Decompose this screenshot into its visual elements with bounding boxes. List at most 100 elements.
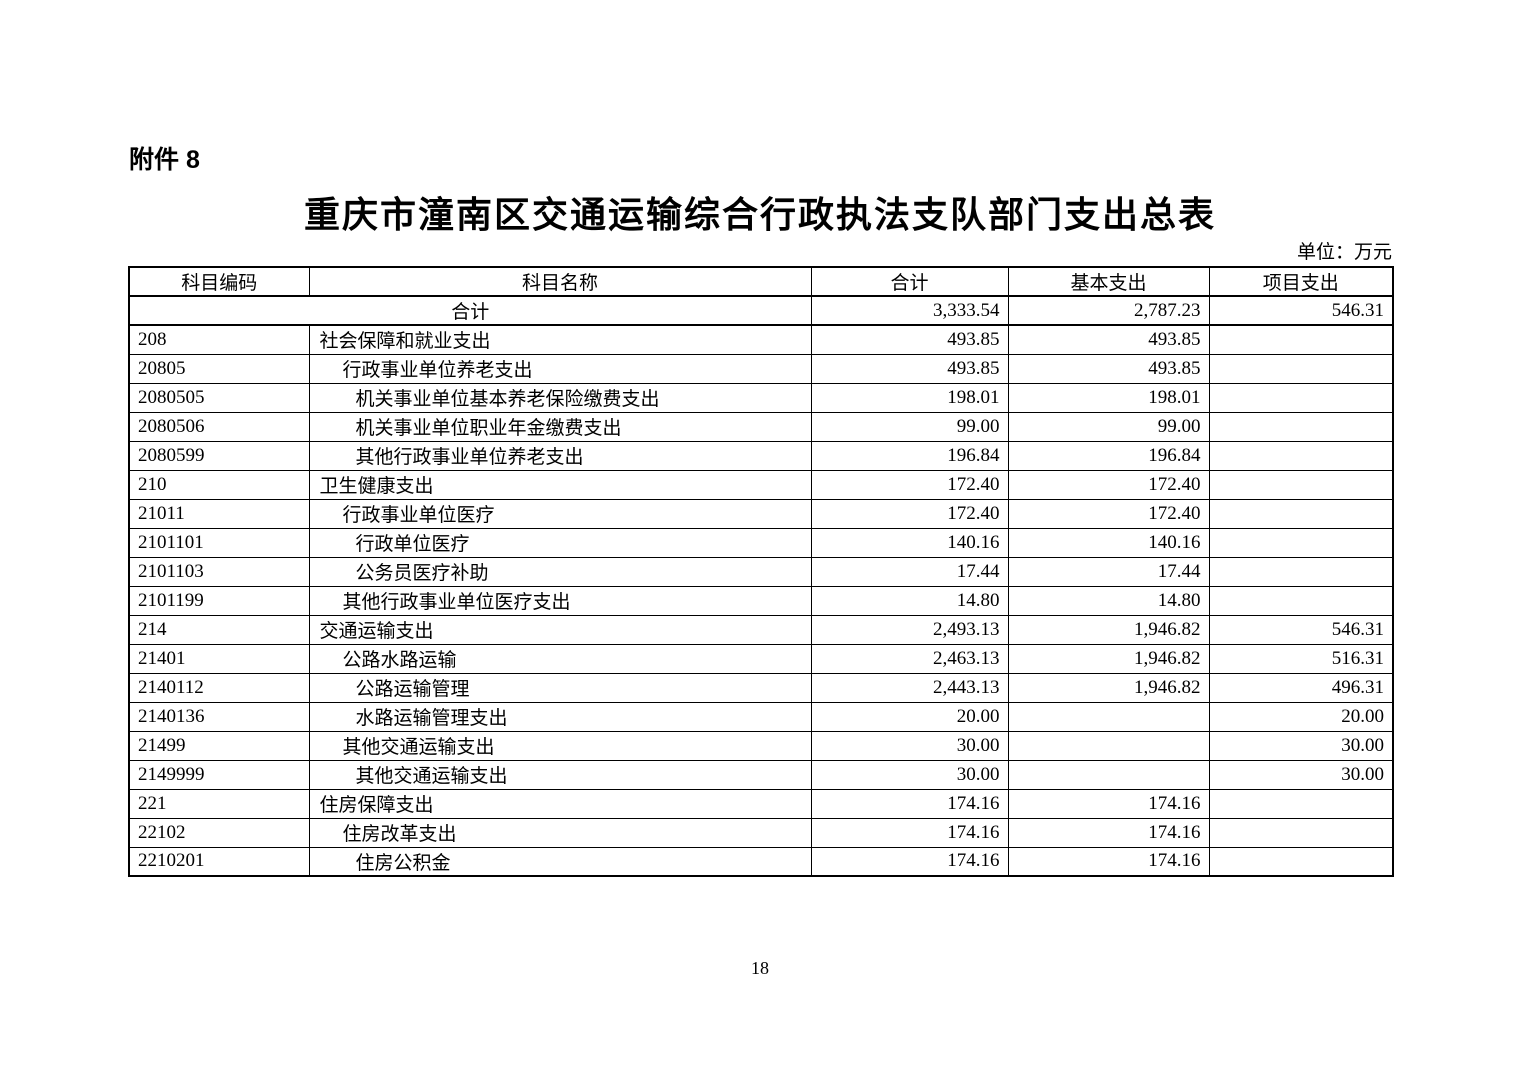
table-row: 2080599 其他行政事业单位养老支出 196.84 196.84 [128,440,1394,471]
subject-name-cell: 住房公积金 [308,846,812,877]
project-expenditure-cell [1208,440,1394,471]
total-cell: 20.00 [810,701,1009,732]
subject-name-cell: 卫生健康支出 [308,469,812,500]
total-cell: 14.80 [810,585,1009,616]
subject-name-cell: 公路水路运输 [308,643,812,674]
table-row: 2101101 行政单位医疗 140.16 140.16 [128,527,1394,558]
table-row: 2149999 其他交通运输支出 30.00 30.00 [128,759,1394,790]
total-cell: 3,333.54 [810,295,1009,326]
subject-name-cell: 社会保障和就业支出 [308,324,812,355]
basic-expenditure-cell: 198.01 [1007,382,1210,413]
table-row: 22102 住房改革支出 174.16 174.16 [128,817,1394,848]
basic-expenditure-cell: 196.84 [1007,440,1210,471]
project-expenditure-cell: 496.31 [1208,672,1394,703]
project-expenditure-cell [1208,469,1394,500]
total-cell: 172.40 [810,498,1009,529]
total-cell: 30.00 [810,730,1009,761]
project-expenditure-cell [1208,788,1394,819]
project-expenditure-cell: 30.00 [1208,730,1394,761]
subject-code-cell: 210 [128,469,310,500]
total-cell: 2,443.13 [810,672,1009,703]
subject-code-cell: 20805 [128,353,310,384]
subject-code-cell: 2080506 [128,411,310,442]
col-header-subject-code: 科目编码 [128,266,310,297]
basic-expenditure-cell: 493.85 [1007,324,1210,355]
total-cell: 2,463.13 [810,643,1009,674]
table-row: 221 住房保障支出 174.16 174.16 [128,788,1394,819]
basic-expenditure-cell: 174.16 [1007,846,1210,877]
table-row: 20805 行政事业单位养老支出 493.85 493.85 [128,353,1394,384]
subject-code-cell: 208 [128,324,310,355]
subject-code-cell: 2080505 [128,382,310,413]
total-cell: 174.16 [810,788,1009,819]
table-row: 21499 其他交通运输支出 30.00 30.00 [128,730,1394,761]
expenditure-table: 科目编码 科目名称 合计 基本支出 项目支出 合计 3,333.54 2,787… [128,266,1394,877]
subject-name-cell: 其他交通运输支出 [308,730,812,761]
table-row: 214 交通运输支出 2,493.13 1,946.82 546.31 [128,614,1394,645]
total-cell: 493.85 [810,353,1009,384]
subject-code-cell: 2140112 [128,672,310,703]
subject-name-cell: 行政单位医疗 [308,527,812,558]
total-cell: 99.00 [810,411,1009,442]
project-expenditure-cell: 30.00 [1208,759,1394,790]
basic-expenditure-cell [1007,759,1210,790]
basic-expenditure-cell: 174.16 [1007,817,1210,848]
project-expenditure-cell: 20.00 [1208,701,1394,732]
attachment-label: 附件 8 [129,146,200,174]
subject-name-cell: 水路运输管理支出 [308,701,812,732]
basic-expenditure-cell: 2,787.23 [1007,295,1210,326]
total-cell: 140.16 [810,527,1009,558]
project-expenditure-cell: 516.31 [1208,643,1394,674]
project-expenditure-cell [1208,556,1394,587]
project-expenditure-cell [1208,817,1394,848]
table-row: 21401 公路水路运输 2,463.13 1,946.82 516.31 [128,643,1394,674]
col-header-total: 合计 [810,266,1009,297]
table-row: 2080505 机关事业单位基本养老保险缴费支出 198.01 198.01 [128,382,1394,413]
subject-code-cell: 21499 [128,730,310,761]
project-expenditure-cell: 546.31 [1208,295,1394,326]
project-expenditure-cell [1208,382,1394,413]
table-row: 2080506 机关事业单位职业年金缴费支出 99.00 99.00 [128,411,1394,442]
subject-name-cell: 交通运输支出 [308,614,812,645]
subject-name-cell: 机关事业单位职业年金缴费支出 [308,411,812,442]
project-expenditure-cell [1208,411,1394,442]
project-expenditure-cell [1208,498,1394,529]
project-expenditure-cell [1208,585,1394,616]
subject-name-cell: 其他行政事业单位医疗支出 [308,585,812,616]
subject-code-cell: 2101101 [128,527,310,558]
total-cell: 198.01 [810,382,1009,413]
header-row: 科目编码 科目名称 合计 基本支出 项目支出 [128,266,1394,297]
total-cell: 174.16 [810,817,1009,848]
basic-expenditure-cell: 172.40 [1007,498,1210,529]
table-row: 2140136 水路运输管理支出 20.00 20.00 [128,701,1394,732]
table-row: 2101199 其他行政事业单位医疗支出 14.80 14.80 [128,585,1394,616]
subject-code-cell: 221 [128,788,310,819]
total-cell: 172.40 [810,469,1009,500]
table-row: 2101103 公务员医疗补助 17.44 17.44 [128,556,1394,587]
subject-code-cell: 2080599 [128,440,310,471]
total-cell: 174.16 [810,846,1009,877]
subject-code-cell: 21401 [128,643,310,674]
subject-code-cell: 2101199 [128,585,310,616]
table-row: 210 卫生健康支出 172.40 172.40 [128,469,1394,500]
project-expenditure-cell: 546.31 [1208,614,1394,645]
subject-code-cell: 2140136 [128,701,310,732]
project-expenditure-cell [1208,353,1394,384]
project-expenditure-cell [1208,846,1394,877]
page-title: 重庆市潼南区交通运输综合行政执法支队部门支出总表 [303,194,1216,235]
project-expenditure-cell [1208,527,1394,558]
basic-expenditure-cell [1007,730,1210,761]
total-cell: 30.00 [810,759,1009,790]
basic-expenditure-cell: 174.16 [1007,788,1210,819]
col-header-project-expenditure: 项目支出 [1208,266,1394,297]
total-cell: 17.44 [810,556,1009,587]
subject-name-cell: 公路运输管理 [308,672,812,703]
basic-expenditure-cell: 17.44 [1007,556,1210,587]
subject-name-cell: 住房保障支出 [308,788,812,819]
subject-name-cell: 住房改革支出 [308,817,812,848]
subject-code-cell: 2101103 [128,556,310,587]
total-cell: 493.85 [810,324,1009,355]
subject-code-cell: 214 [128,614,310,645]
basic-expenditure-cell: 1,946.82 [1007,643,1210,674]
